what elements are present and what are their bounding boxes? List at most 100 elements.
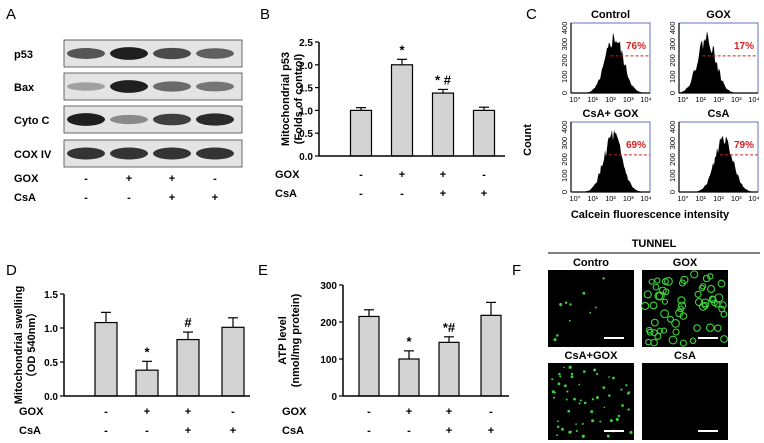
- treatment-sign: -: [231, 406, 235, 418]
- blot-band-label: p53: [14, 49, 33, 61]
- treatment-label: GOX: [14, 173, 39, 185]
- stained-cell: [678, 301, 687, 310]
- gate-percent: 79%: [734, 140, 754, 151]
- blot-band: [67, 147, 105, 160]
- treatment-sign: +: [212, 192, 218, 204]
- stained-cell: [652, 283, 660, 291]
- significance-mark: *: [406, 334, 412, 349]
- histogram-x-tick: 10¹: [695, 194, 706, 203]
- stained-cell: [645, 326, 653, 334]
- micrograph-label: CsA: [674, 350, 696, 362]
- stained-cell: [591, 419, 595, 423]
- treatment-sign: +: [440, 188, 446, 200]
- histogram-x-tick: 10°: [677, 194, 688, 203]
- stained-cell: [567, 409, 571, 413]
- histogram-fill: [571, 32, 650, 93]
- blot-band: [110, 47, 148, 60]
- stained-cell: [556, 434, 559, 437]
- flow-x-label: Calcein fluorescence intensity: [571, 209, 730, 221]
- stained-cell: [662, 288, 670, 296]
- treatment-label: GOX: [282, 406, 307, 418]
- histogram-title: CsA: [707, 108, 729, 120]
- blot-band-label: Bax: [14, 82, 35, 94]
- histogram-y-tick: 400: [668, 22, 677, 35]
- panel-d-treatment-rows: GOX - + + - CsA - - + +: [19, 406, 236, 437]
- histogram-y-tick: 200: [668, 54, 677, 67]
- histogram-x-tick: 10°: [677, 95, 688, 104]
- stained-cell: [693, 324, 701, 332]
- treatment-sign: +: [169, 173, 175, 185]
- treatment-sign: -: [104, 425, 108, 437]
- flow-y-label: Count: [522, 124, 534, 156]
- histogram-y-tick: 300: [560, 137, 569, 150]
- histogram-x-tick: 10³: [623, 194, 634, 203]
- bar: [349, 109, 373, 157]
- stained-cell: [593, 368, 597, 372]
- stained-cell: [590, 410, 594, 414]
- blot-band-label: COX IV: [14, 149, 52, 161]
- histogram-title: Control: [591, 9, 630, 21]
- histogram-x-tick: 10⁴: [640, 95, 652, 104]
- y-tick-label: 0.0: [44, 392, 58, 403]
- blot-band: [67, 113, 105, 126]
- stained-cell: [556, 420, 559, 423]
- stained-cell: [575, 423, 577, 425]
- treatment-sign: +: [440, 169, 446, 181]
- treatment-sign: -: [145, 425, 149, 437]
- stained-cell: [660, 309, 670, 319]
- stained-cell: [553, 396, 556, 399]
- significance-mark: #: [184, 315, 192, 330]
- stained-cell: [705, 323, 715, 332]
- histogram-y-tick: 100: [560, 70, 569, 83]
- stained-cell: [677, 296, 686, 305]
- panel-letter-c: C: [526, 6, 537, 23]
- histogram-y-tick: 400: [668, 121, 677, 134]
- treatment-sign: -: [489, 406, 493, 418]
- panel-a-treatment-rows: GOX - + + - CsA - - + +: [14, 173, 218, 204]
- gate-percent: 17%: [734, 41, 754, 52]
- stained-cell: [557, 382, 561, 386]
- stained-cell: [558, 372, 561, 376]
- stained-cell: [553, 338, 557, 342]
- chart-mitochondrial-swelling: 0.0 0.5 1.0 1.5 Mitochondrial swelling（OD 54…: [13, 286, 250, 404]
- treatment-sign: -: [359, 188, 363, 200]
- stained-cell: [661, 298, 668, 305]
- y-tick-label: 100: [320, 355, 337, 366]
- histogram-y-tick: 200: [668, 153, 677, 166]
- histogram-y-tick: 0: [668, 190, 677, 194]
- treatment-label: CsA: [14, 192, 36, 204]
- histogram-fill: [679, 31, 758, 94]
- panel-b-treatment-rows: GOX - + + - CsA - - + +: [275, 169, 487, 200]
- flow-cytometry-histograms: Control 0 100 200 300 400 10° 10¹ 10² 10³ 10⁴ 76% GO…: [560, 9, 760, 203]
- stained-cell: [594, 306, 597, 309]
- y-tick-label: 0.0: [299, 152, 313, 163]
- treatment-sign: -: [367, 406, 371, 418]
- treatment-sign: +: [488, 425, 494, 437]
- stained-cell: [564, 301, 568, 305]
- panel-letter-b: B: [260, 6, 270, 23]
- stained-cell: [699, 283, 707, 290]
- bar: [431, 92, 455, 157]
- stained-cell: [690, 270, 699, 279]
- histogram-y-tick: 300: [560, 38, 569, 51]
- stained-cell: [643, 290, 652, 299]
- stained-cell: [694, 290, 702, 298]
- stained-cell: [689, 337, 697, 345]
- stained-cell: [617, 414, 621, 418]
- y-tick-label: 1.0: [44, 324, 58, 335]
- stained-cell: [656, 327, 663, 335]
- treatment-label: GOX: [19, 406, 44, 418]
- significance-mark: *: [144, 344, 150, 359]
- micrograph-label: CsA+GOX: [565, 350, 619, 362]
- stained-cell: [602, 277, 605, 280]
- histogram-y-tick: 300: [668, 38, 677, 51]
- histogram-x-tick: 10³: [731, 194, 742, 203]
- blot-band: [153, 81, 191, 92]
- stained-cell: [566, 390, 569, 393]
- chart-mitochondrial-p53: 0.0 0.5 1.0 1.5 2.0 2.5 Mitochondrial p53(Fold…: [280, 38, 505, 163]
- significance-mark: * #: [435, 72, 452, 87]
- y-tick-label: 1.5: [299, 84, 313, 95]
- histogram-x-tick: 10°: [569, 194, 580, 203]
- stained-cell: [655, 291, 665, 301]
